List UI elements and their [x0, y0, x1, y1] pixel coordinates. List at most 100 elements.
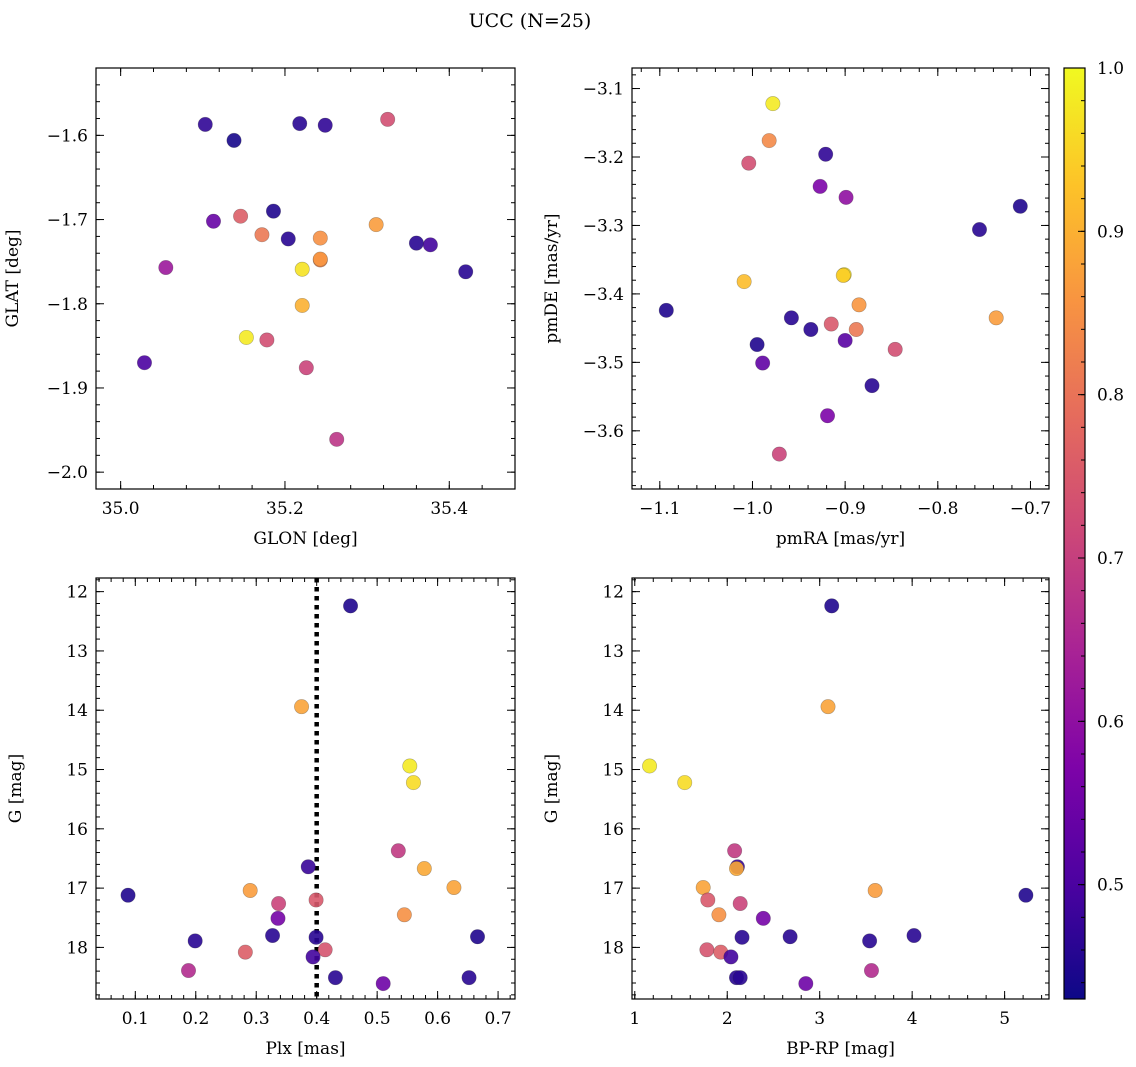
data-point: [305, 949, 321, 965]
x-axis-label: Plx [mas]: [265, 1039, 345, 1059]
data-point: [771, 446, 787, 462]
x-tick-label: 4: [907, 1009, 918, 1029]
data-point: [254, 227, 270, 243]
colorbar-tick-label: 0.9: [1097, 222, 1124, 242]
y-axis-label: G [mag]: [6, 754, 26, 823]
data-point: [755, 910, 771, 926]
x-tick-label: 0.3: [243, 1009, 270, 1029]
x-tick-label: 35.0: [102, 499, 140, 519]
y-tick-label: −1.8: [47, 295, 88, 315]
data-point: [461, 970, 477, 986]
colorbar-tick-label: 0.8: [1097, 386, 1124, 406]
y-tick-label: 15: [66, 761, 88, 781]
data-point: [343, 598, 359, 614]
data-point: [422, 237, 438, 253]
data-point: [732, 970, 748, 986]
data-point: [741, 155, 757, 171]
data-point: [851, 297, 867, 313]
data-point: [761, 133, 777, 149]
data-point: [812, 178, 828, 194]
data-point: [187, 933, 203, 949]
y-tick-label: 16: [602, 820, 624, 840]
axes-frame: [95, 577, 516, 1000]
panel-glon-glat: 35.0 35.2 35.4 −1.6 −1.7 −1.8 −1.9 −2.0 GLON [de…: [3, 67, 516, 549]
y-tick-label: 17: [602, 879, 624, 899]
y-tick-label: 18: [602, 938, 624, 958]
data-point: [294, 699, 310, 715]
data-point: [642, 758, 658, 774]
y-tick-label: 12: [602, 583, 624, 603]
data-point: [838, 189, 854, 205]
data-point: [237, 944, 253, 960]
data-point: [823, 316, 839, 332]
x-tick-label: 1: [629, 1009, 640, 1029]
data-point: [677, 775, 693, 791]
data-point: [242, 882, 258, 898]
data-point: [298, 360, 314, 376]
data-point: [205, 213, 221, 229]
y-tick-label: −1.6: [47, 126, 88, 146]
y-axis-label: GLAT [deg]: [3, 229, 23, 327]
colorbar: 0.5 0.6 0.7 0.8 0.9 1.0: [1063, 59, 1124, 1000]
panel-plx-g: 0.1 0.2 0.3 0.4 0.5 0.6 0.7 12 13 14 15 16 17 18 Plx […: [6, 577, 516, 1059]
axes-frame: [631, 67, 1050, 490]
data-point: [658, 302, 674, 318]
colorbar-tick-label: 1.0: [1097, 59, 1124, 79]
data-point: [699, 942, 715, 958]
data-point: [1018, 887, 1034, 903]
x-tick-label: −0.9: [824, 499, 865, 519]
data-point: [368, 217, 384, 233]
data-point: [727, 843, 743, 859]
data-point: [798, 976, 814, 992]
y-tick-label: −3.2: [583, 148, 624, 168]
data-point: [233, 208, 249, 224]
data-point: [375, 976, 391, 992]
y-axis-label: G [mag]: [542, 754, 562, 823]
data-point: [271, 896, 287, 912]
data-point: [259, 332, 275, 348]
y-tick-label: −1.7: [47, 211, 88, 231]
data-point: [782, 929, 798, 945]
data-point: [765, 96, 781, 112]
data-point: [402, 758, 418, 774]
panel-pmra-pmde: −1.1 −1.0 −0.9 −0.8 −0.7 −3.1 −3.2 −3.3 −3.4 −3.5…: [542, 67, 1051, 549]
data-point: [380, 111, 396, 127]
data-point: [734, 929, 750, 945]
data-point: [308, 892, 324, 908]
data-point: [408, 235, 424, 251]
data-point: [749, 337, 765, 353]
data-point: [820, 408, 836, 424]
data-point: [396, 907, 412, 923]
x-tick-label: 0.2: [182, 1009, 209, 1029]
y-tick-label: −3.1: [583, 80, 624, 100]
data-point: [446, 880, 462, 896]
data-point: [136, 355, 152, 371]
data-point: [988, 310, 1004, 326]
y-tick-label: −3.4: [583, 285, 624, 305]
data-point: [294, 261, 310, 277]
data-point: [755, 355, 771, 371]
data-point: [848, 321, 864, 337]
data-point: [158, 260, 174, 276]
data-point: [835, 267, 851, 283]
data-point: [226, 132, 242, 148]
colorbar-gradient: [1063, 67, 1086, 1000]
figure-title: UCC (N=25): [469, 10, 592, 32]
data-point: [783, 310, 799, 326]
data-point: [317, 942, 333, 958]
colorbar-tick-label: 0.7: [1097, 549, 1124, 569]
x-axis-label: pmRA [mas/yr]: [776, 529, 905, 549]
data-point: [803, 321, 819, 337]
y-tick-label: 14: [66, 701, 88, 721]
data-point: [458, 264, 474, 280]
x-tick-label: 0.1: [122, 1009, 149, 1029]
data-point: [863, 963, 879, 979]
x-tick-label: −0.8: [917, 499, 958, 519]
data-point: [120, 887, 136, 903]
data-point: [470, 929, 486, 945]
data-point: [390, 843, 406, 859]
y-tick-label: 12: [66, 583, 88, 603]
data-point: [270, 910, 286, 926]
data-point: [906, 928, 922, 944]
data-point: [736, 274, 752, 290]
